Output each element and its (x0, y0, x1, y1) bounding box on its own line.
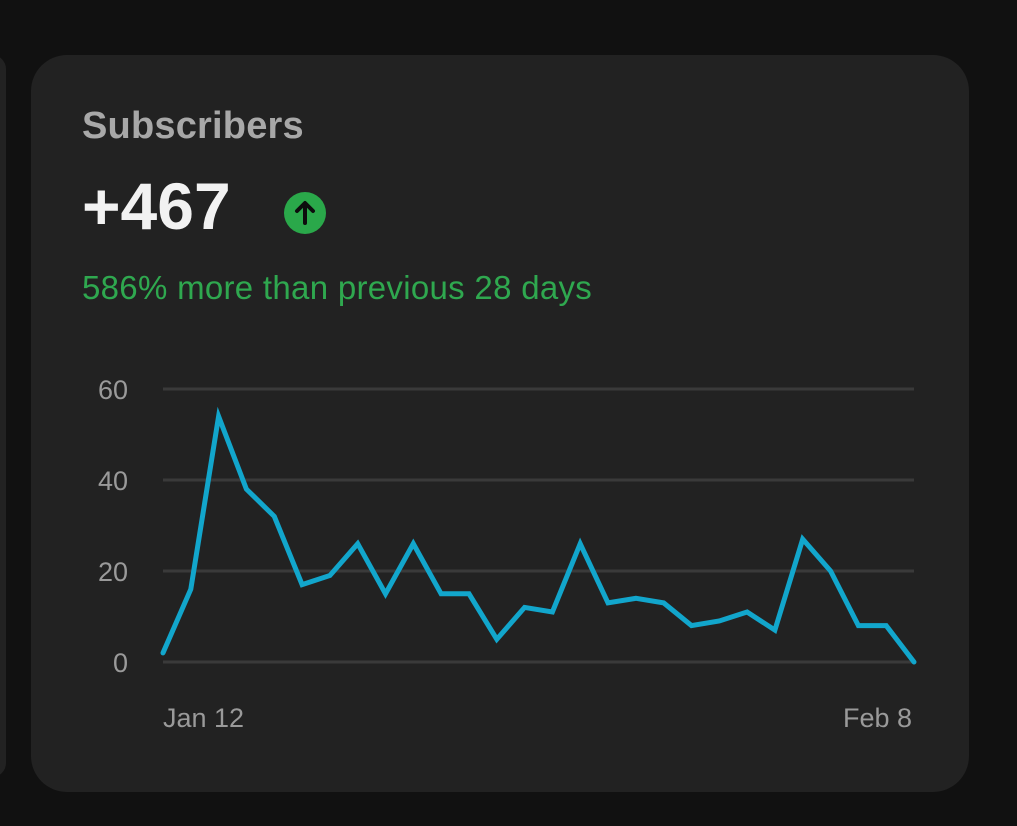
data-point[interactable] (410, 541, 416, 547)
data-point[interactable] (688, 623, 694, 629)
subscribers-series-line (160, 406, 917, 665)
data-point[interactable] (883, 623, 889, 629)
data-point[interactable] (911, 659, 917, 665)
data-point[interactable] (744, 609, 750, 615)
y-tick-label: 20 (98, 557, 128, 587)
metric-value: +467 (82, 169, 231, 243)
data-point[interactable] (327, 573, 333, 579)
data-point[interactable] (828, 568, 834, 574)
data-point[interactable] (355, 541, 361, 547)
data-point[interactable] (549, 609, 555, 615)
y-tick-label: 60 (98, 375, 128, 405)
data-point[interactable] (577, 541, 583, 547)
x-tick-label: Feb 8 (843, 703, 912, 733)
arrow-up-circle-icon (284, 192, 326, 234)
metric-title: Subscribers (82, 105, 304, 147)
data-point[interactable] (855, 623, 861, 629)
data-point[interactable] (494, 636, 500, 642)
data-point[interactable] (271, 513, 277, 519)
data-point[interactable] (633, 595, 639, 601)
data-point[interactable] (383, 591, 389, 597)
y-tick-label: 0 (113, 648, 128, 678)
data-point[interactable] (216, 413, 222, 419)
x-tick-label: Jan 12 (163, 703, 244, 733)
data-point[interactable] (522, 604, 528, 610)
subscribers-line-chart: 0 20 40 60 Jan 12 Feb 8 (98, 375, 917, 733)
previous-card-edge (0, 55, 6, 777)
data-point[interactable] (188, 586, 194, 592)
data-point[interactable] (160, 650, 166, 656)
data-point[interactable] (800, 536, 806, 542)
y-tick-label: 40 (98, 466, 128, 496)
subscribers-card[interactable]: Subscribers +467 586% more than previous… (31, 55, 969, 792)
data-point[interactable] (716, 618, 722, 624)
data-point[interactable] (772, 627, 778, 633)
metric-delta-text: 586% more than previous 28 days (82, 269, 593, 306)
data-point[interactable] (438, 591, 444, 597)
data-point[interactable] (661, 600, 667, 606)
data-point[interactable] (605, 600, 611, 606)
data-point[interactable] (466, 591, 472, 597)
data-point[interactable] (299, 582, 305, 588)
data-point[interactable] (243, 486, 249, 492)
